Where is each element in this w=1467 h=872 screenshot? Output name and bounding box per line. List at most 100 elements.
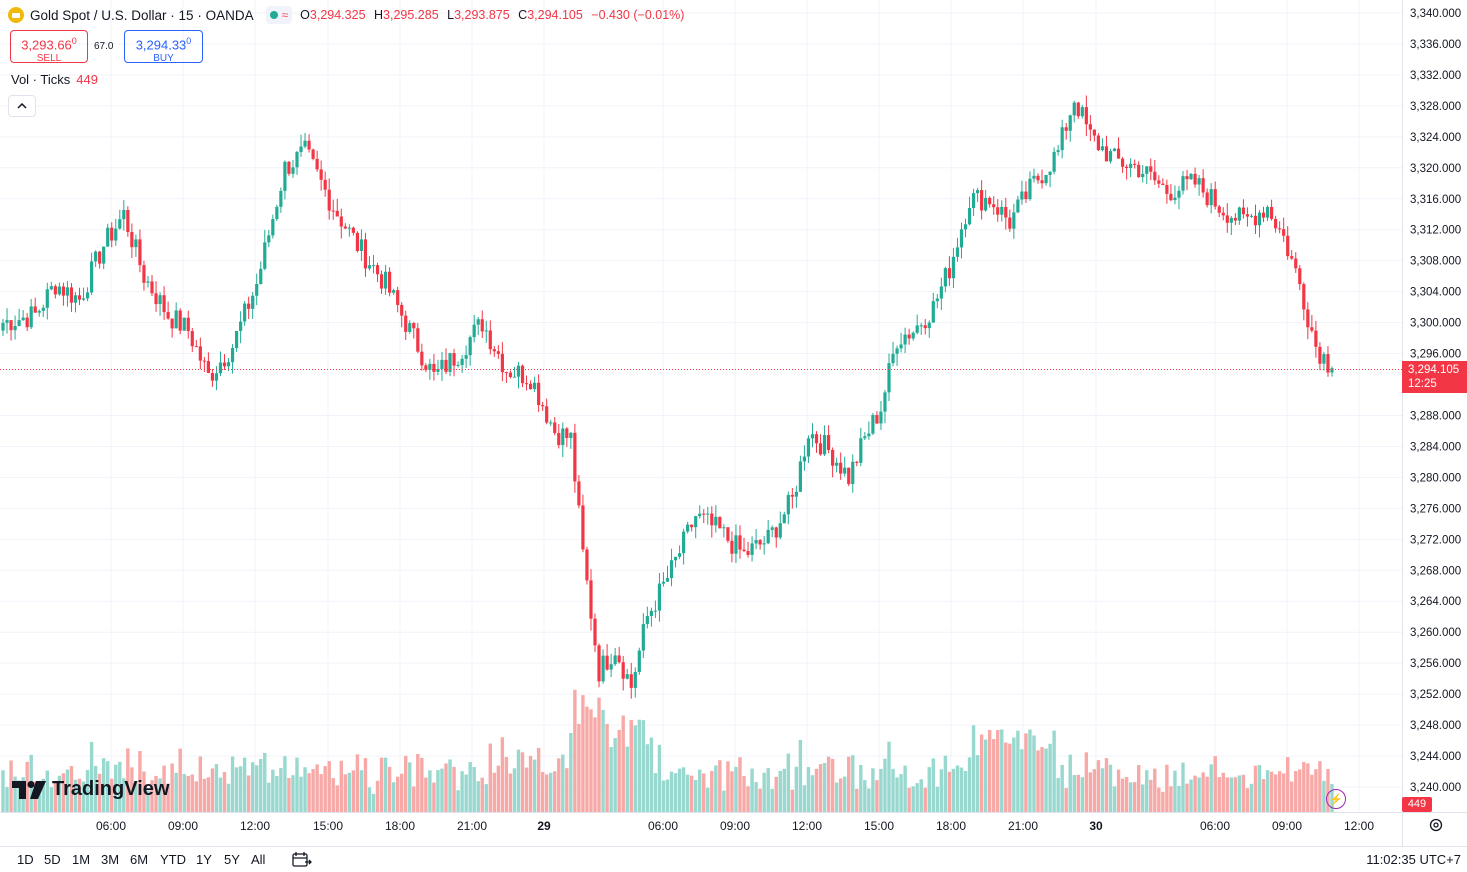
volume-bar xyxy=(943,755,948,812)
volume-bar xyxy=(1229,777,1234,812)
candle-body xyxy=(851,461,855,485)
volume-bar xyxy=(702,773,706,812)
flash-icon[interactable]: ⚡ xyxy=(1326,789,1346,809)
price-axis-label: 3,248.000 xyxy=(1410,720,1461,732)
spread-value: 67.0 xyxy=(94,41,114,52)
candle-body xyxy=(1,322,5,331)
volume-bar xyxy=(1294,771,1298,812)
volume-bar xyxy=(170,763,174,812)
candle-body xyxy=(77,295,82,300)
volume-bar xyxy=(883,758,887,812)
candle-body xyxy=(85,292,90,299)
volume-bar xyxy=(754,782,758,812)
candle-body xyxy=(935,298,939,302)
bottom-toolbar: 1D 5D 1M 3M 6M YTD 1Y 5Y All 11:02:35 UT… xyxy=(0,846,1467,872)
candle-body xyxy=(416,328,420,352)
candle-body xyxy=(1072,102,1076,116)
candle-body xyxy=(1253,215,1258,226)
candle-body xyxy=(1314,330,1318,347)
range-5y[interactable]: 5Y xyxy=(224,852,240,867)
volume-bar xyxy=(593,717,597,812)
range-ytd[interactable]: YTD xyxy=(160,852,186,867)
volume-bar xyxy=(830,758,835,812)
range-5d[interactable]: 5D xyxy=(44,852,61,867)
candle-body xyxy=(21,317,25,321)
range-3m[interactable]: 3M xyxy=(101,852,120,867)
range-1d[interactable]: 1D xyxy=(17,852,34,867)
volume-bar xyxy=(947,771,952,812)
volume-legend-label: Vol · Ticks xyxy=(11,72,71,87)
time-axis-label: 29 xyxy=(537,819,551,833)
buy-button[interactable]: 3,294.330 BUY xyxy=(124,30,203,65)
volume-bar xyxy=(444,763,448,812)
volume-bar xyxy=(1040,747,1044,812)
time-axis-label: 12:00 xyxy=(240,819,270,833)
volume-bar xyxy=(524,767,529,812)
volume-bar xyxy=(138,751,142,812)
candle-body xyxy=(871,415,875,434)
price-axis-label: 3,332.000 xyxy=(1410,70,1461,82)
candle-body xyxy=(524,383,529,385)
volume-bar xyxy=(89,741,94,812)
volume-bar xyxy=(766,768,770,812)
clock[interactable]: 11:02:35 UTC+7 xyxy=(1366,852,1461,867)
candle-body xyxy=(53,286,57,295)
market-status-pill[interactable]: ≈ xyxy=(265,6,293,24)
volume-legend[interactable]: Vol · Ticks 449 xyxy=(11,72,98,87)
price-chart[interactable]: 3,340.000 3,336.000 3,332.000 3,328.000 3,32… xyxy=(0,0,1467,846)
candle-body xyxy=(641,624,645,651)
candle-body xyxy=(110,227,114,241)
range-1y[interactable]: 1Y xyxy=(196,852,212,867)
candle-body xyxy=(730,540,734,554)
volume-bar xyxy=(226,783,231,812)
time-axis[interactable]: 06:00 09:00 12:00 15:00 18:00 21:00 29 06:00 09:… xyxy=(0,812,1467,834)
price-axis-label: 3,340.000 xyxy=(1410,8,1461,20)
sell-button[interactable]: 3,293.660 SELL xyxy=(10,30,88,64)
volume-bar xyxy=(544,774,549,812)
range-6m[interactable]: 6M xyxy=(130,852,149,867)
symbol-title[interactable]: Gold Spot / U.S. Dollar · 15 · OANDA xyxy=(30,7,254,23)
range-all[interactable]: All xyxy=(251,852,266,867)
candle-body xyxy=(1298,268,1302,285)
volume-bar xyxy=(37,790,41,812)
volume-bar xyxy=(855,788,859,812)
gear-icon[interactable] xyxy=(1428,817,1444,838)
candle-body xyxy=(1229,217,1233,223)
candle-body xyxy=(702,513,706,515)
candle-body xyxy=(323,179,327,190)
candle-body xyxy=(130,232,134,248)
candle-body xyxy=(504,372,509,374)
candle-body xyxy=(1092,129,1096,136)
volume-bar xyxy=(271,769,275,812)
volume-bar xyxy=(528,755,533,812)
tradingview-logo[interactable]: TradingView xyxy=(12,778,169,801)
volume-bar xyxy=(895,777,899,812)
price-axis-label: 3,284.000 xyxy=(1410,441,1461,453)
candle-body xyxy=(5,320,9,323)
volume-bar xyxy=(468,762,472,812)
candle-body xyxy=(992,204,996,208)
volume-bar xyxy=(698,769,702,812)
candle-body xyxy=(210,372,215,381)
buy-label: BUY xyxy=(153,53,174,65)
candle-body xyxy=(154,293,158,305)
volume-bar xyxy=(1209,764,1213,812)
candle-body xyxy=(1189,173,1193,180)
candle-body xyxy=(1064,127,1068,131)
volume-bar xyxy=(420,757,424,812)
range-1m[interactable]: 1M xyxy=(72,852,91,867)
volume-bar xyxy=(25,761,29,812)
volume-bar xyxy=(722,790,726,812)
candle-body xyxy=(271,219,275,236)
volume-bar xyxy=(1088,772,1093,812)
volume-bar xyxy=(581,695,585,812)
candle-body xyxy=(649,610,653,617)
volume-bar xyxy=(851,755,855,812)
collapse-legend-button[interactable] xyxy=(8,95,36,117)
candle-body xyxy=(677,553,682,557)
candle-body xyxy=(855,461,859,463)
candle-body xyxy=(1141,173,1145,178)
calendar-icon[interactable] xyxy=(292,851,312,872)
candle-body xyxy=(1290,256,1294,259)
price-axis[interactable]: 3,340.000 3,336.000 3,332.000 3,328.000 3,32… xyxy=(1402,0,1462,846)
